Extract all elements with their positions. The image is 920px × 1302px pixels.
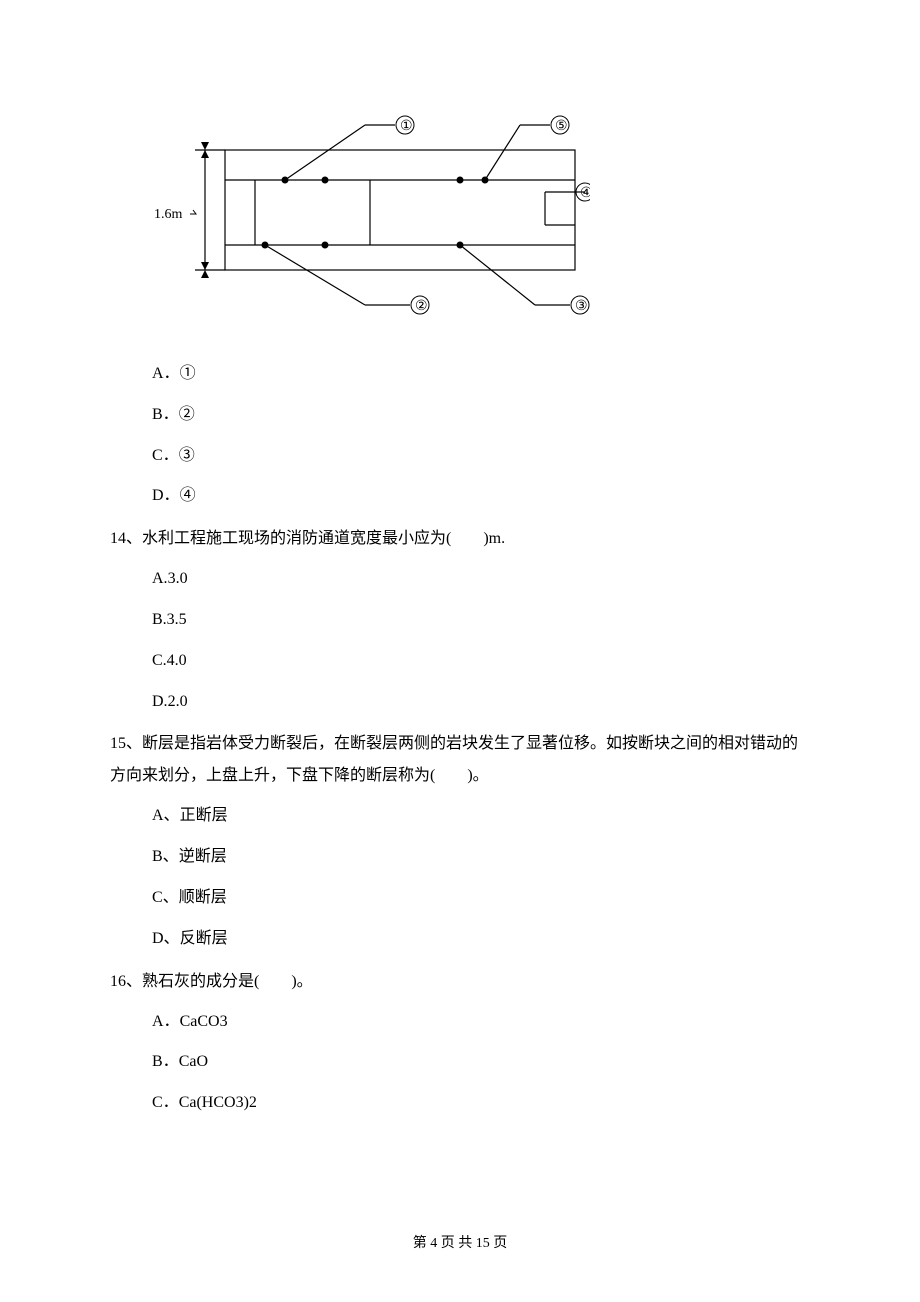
diagram-svg: 1.6m ① ⑤ ④ ② ③: [150, 110, 590, 330]
option-d: D．④: [152, 482, 810, 511]
dim-label: 1.6m: [154, 207, 183, 222]
callout-2: ②: [415, 299, 428, 314]
callout-5: ⑤: [555, 119, 568, 134]
callout-2-line: [265, 245, 365, 305]
engineering-diagram: 1.6m ① ⑤ ④ ② ③: [150, 110, 590, 330]
options-list: A、正断层 B、逆断层 C、顺断层 D、反断层: [110, 802, 810, 953]
dot-3: [457, 177, 464, 184]
option-label: B、: [152, 848, 179, 865]
question-14: 14、水利工程施工现场的消防通道宽度最小应为( )m. A.3.0 B.3.5 …: [110, 523, 810, 716]
question-15: 15、断层是指岩体受力断裂后，在断裂层两侧的岩块发生了显著位移。如按断块之间的相…: [110, 728, 810, 953]
option-label: C、: [152, 889, 179, 906]
callout-1-line: [285, 125, 365, 180]
question-body: 水利工程施工现场的消防通道宽度最小应为( )m.: [142, 530, 505, 547]
option-text: Ca(HCO3)2: [179, 1094, 257, 1111]
option-label: C．: [152, 447, 179, 464]
question-num: 16、: [110, 973, 142, 990]
option-a: A．CaCO3: [152, 1008, 810, 1037]
option-text: ②: [179, 406, 195, 423]
page-footer: 第 4 页 共 15 页: [0, 1232, 920, 1252]
callout-3: ③: [575, 299, 588, 314]
question-text: 14、水利工程施工现场的消防通道宽度最小应为( )m.: [110, 523, 810, 555]
callout-5-line: [485, 125, 520, 180]
option-text: 3.5: [167, 611, 187, 628]
option-label: A.: [152, 570, 168, 587]
callout-4: ④: [580, 186, 590, 201]
option-a: A.3.0: [152, 565, 810, 594]
option-text: 正断层: [180, 807, 228, 824]
option-text: ③: [179, 447, 195, 464]
options-list: A．CaCO3 B．CaO C．Ca(HCO3)2: [110, 1008, 810, 1118]
option-label: B．: [152, 1053, 179, 1070]
option-a: A．①: [152, 360, 810, 389]
option-label: A．: [152, 1013, 180, 1030]
question-text: 16、熟石灰的成分是( )。: [110, 966, 810, 998]
return-mark: [190, 210, 196, 214]
arrow-top-in: [201, 150, 209, 158]
question-body: 断层是指岩体受力断裂后，在断裂层两侧的岩块发生了显著位移。如按断块之间的相对错动…: [110, 735, 798, 784]
option-b: B.3.5: [152, 606, 810, 635]
option-d: D.2.0: [152, 688, 810, 717]
footer-text: 第 4 页 共 15 页: [413, 1236, 508, 1251]
option-c: C．Ca(HCO3)2: [152, 1089, 810, 1118]
option-label: C.: [152, 652, 167, 669]
option-text: 3.0: [168, 570, 188, 587]
dot-5: [322, 242, 329, 249]
question-text: 15、断层是指岩体受力断裂后，在断裂层两侧的岩块发生了显著位移。如按断块之间的相…: [110, 728, 810, 792]
callout-3-line: [460, 245, 535, 305]
option-label: C．: [152, 1094, 179, 1111]
option-text: 顺断层: [179, 889, 227, 906]
option-text: CaCO3: [180, 1013, 228, 1030]
arrow-top-out: [201, 142, 209, 150]
arrow-bottom-in: [201, 262, 209, 270]
option-label: D.: [152, 693, 168, 710]
option-b: B．CaO: [152, 1048, 810, 1077]
callout-1: ①: [400, 119, 413, 134]
question-num: 15、: [110, 735, 142, 752]
option-a: A、正断层: [152, 802, 810, 831]
option-label: A．: [152, 365, 180, 382]
option-text: 逆断层: [179, 848, 227, 865]
question-13-options: A．① B．② C．③ D．④: [110, 360, 810, 511]
option-text: CaO: [179, 1053, 208, 1070]
option-text: 反断层: [180, 930, 228, 947]
question-16: 16、熟石灰的成分是( )。 A．CaCO3 B．CaO C．Ca(HCO3)2: [110, 966, 810, 1118]
option-b: B、逆断层: [152, 843, 810, 872]
option-label: B.: [152, 611, 167, 628]
options-list: A．① B．② C．③ D．④: [110, 360, 810, 511]
option-label: A、: [152, 807, 180, 824]
option-label: D、: [152, 930, 180, 947]
option-text: ①: [180, 365, 196, 382]
option-text: 4.0: [167, 652, 187, 669]
option-c: C．③: [152, 442, 810, 471]
dot-2: [322, 177, 329, 184]
option-text: 2.0: [168, 693, 188, 710]
option-label: B．: [152, 406, 179, 423]
option-d: D、反断层: [152, 925, 810, 954]
option-c: C.4.0: [152, 647, 810, 676]
options-list: A.3.0 B.3.5 C.4.0 D.2.0: [110, 565, 810, 716]
arrow-bottom-out: [201, 270, 209, 278]
question-num: 14、: [110, 530, 142, 547]
option-label: D．: [152, 487, 180, 504]
option-c: C、顺断层: [152, 884, 810, 913]
option-text: ④: [180, 487, 196, 504]
question-body: 熟石灰的成分是( )。: [142, 973, 313, 990]
option-b: B．②: [152, 401, 810, 430]
